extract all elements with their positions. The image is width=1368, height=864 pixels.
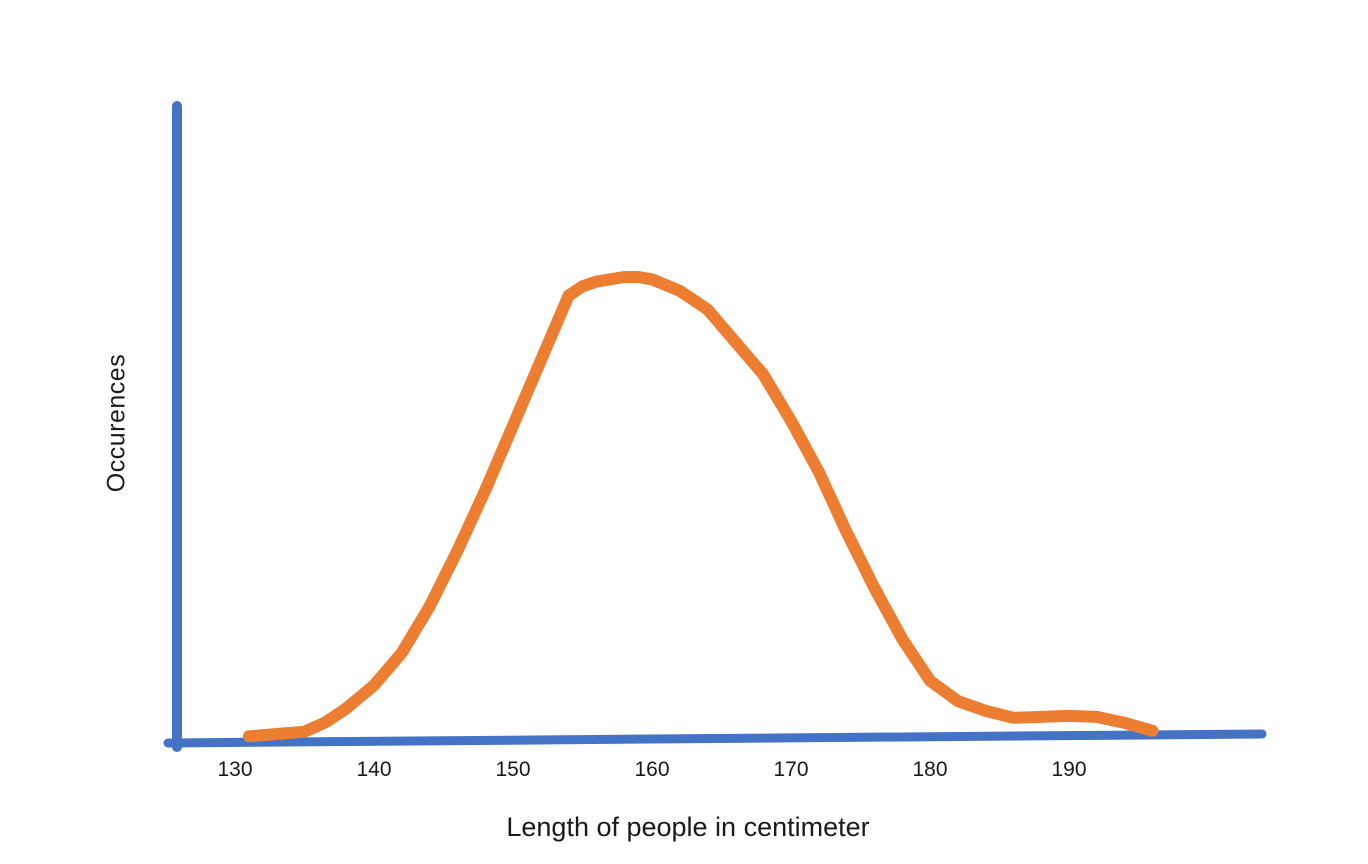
curve-series	[242, 271, 1159, 743]
x-axis-line	[163, 729, 1267, 748]
x-axis-label: Length of people in centimeter	[506, 812, 870, 842]
y-axis-label: Occurences	[102, 353, 131, 493]
